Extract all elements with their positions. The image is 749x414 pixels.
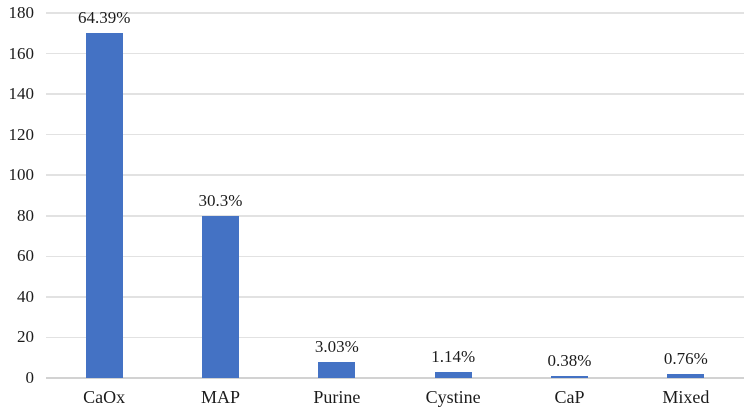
gridline bbox=[46, 296, 744, 298]
bar-caox bbox=[85, 33, 123, 378]
bar-value-label: 3.03% bbox=[314, 336, 359, 356]
y-tick-label: 100 bbox=[8, 165, 35, 185]
y-tick-label: 40 bbox=[17, 286, 34, 306]
gridline bbox=[46, 93, 744, 95]
category-label-cap: CaP bbox=[554, 387, 585, 407]
bar-value-label: 0.76% bbox=[663, 348, 708, 368]
bar-value-label: 1.14% bbox=[431, 346, 476, 366]
gridline bbox=[46, 215, 744, 217]
category-label-map: MAP bbox=[200, 387, 240, 407]
bar-purine bbox=[318, 361, 356, 378]
bar-map bbox=[202, 215, 239, 378]
gridline bbox=[46, 336, 744, 339]
bar-cap bbox=[551, 375, 588, 378]
bar-value-label: 30.3% bbox=[198, 190, 243, 210]
gridline bbox=[46, 133, 744, 136]
y-tick-label: 60 bbox=[17, 246, 34, 266]
y-tick-label: 160 bbox=[8, 43, 35, 63]
x-axis-line bbox=[46, 377, 744, 379]
gridline bbox=[46, 255, 744, 258]
bar-cystine bbox=[434, 371, 472, 378]
bar-mixed bbox=[667, 373, 705, 378]
gridline bbox=[46, 52, 744, 55]
category-label-caox: CaOx bbox=[83, 387, 126, 407]
category-label-cystine: Cystine bbox=[425, 387, 481, 407]
y-tick-label: 20 bbox=[17, 327, 34, 347]
y-tick-label: 120 bbox=[8, 124, 35, 144]
category-label-mixed: Mixed bbox=[662, 387, 710, 407]
y-tick-label: 80 bbox=[17, 205, 34, 225]
gridline bbox=[46, 174, 744, 176]
y-tick-label: 0 bbox=[25, 368, 35, 387]
category-label-purine: Purine bbox=[313, 387, 361, 407]
y-tick-label: 140 bbox=[8, 84, 35, 104]
gridline bbox=[46, 12, 744, 14]
bar-value-label: 0.38% bbox=[547, 350, 592, 370]
y-tick-label: 180 bbox=[8, 3, 35, 22]
bar-value-label: 64.39% bbox=[77, 8, 131, 28]
